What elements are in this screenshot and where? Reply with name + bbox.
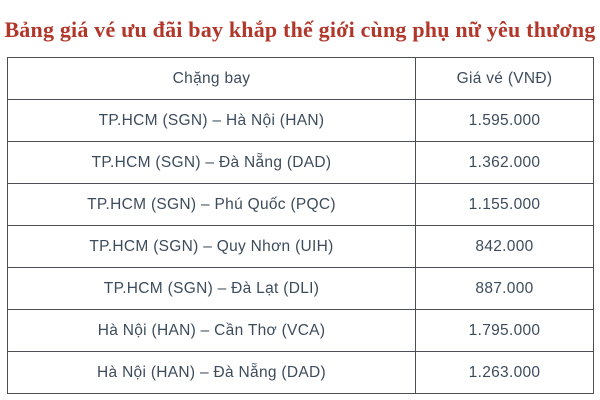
table-row: Hà Nội (HAN) – Đà Nẵng (DAD) 1.263.000 [7,351,594,394]
route-cell: TP.HCM (SGN) – Phú Quốc (PQC) [7,183,416,226]
price-cell: 1.595.000 [415,99,594,142]
price-cell: 1.362.000 [415,141,594,184]
column-header-price: Giá vé (VNĐ) [415,57,594,100]
price-cell: 842.000 [415,225,594,268]
table-row: TP.HCM (SGN) – Đà Lạt (DLI) 887.000 [7,267,594,310]
price-cell: 887.000 [415,267,594,310]
price-table: Chặng bay Giá vé (VNĐ) TP.HCM (SGN) – Hà… [7,57,594,394]
route-cell: TP.HCM (SGN) – Hà Nội (HAN) [7,99,416,142]
route-cell: Hà Nội (HAN) – Đà Nẵng (DAD) [7,351,416,394]
table-row: TP.HCM (SGN) – Hà Nội (HAN) 1.595.000 [7,99,594,142]
page-title: Bảng giá vé ưu đãi bay khắp thế giới cùn… [4,17,596,42]
table-row: TP.HCM (SGN) – Quy Nhơn (UIH) 842.000 [7,225,594,268]
price-cell: 1.263.000 [415,351,594,394]
table-header-row: Chặng bay Giá vé (VNĐ) [7,57,594,100]
price-cell: 1.795.000 [415,309,594,352]
route-cell: TP.HCM (SGN) – Quy Nhơn (UIH) [7,225,416,268]
table-row: TP.HCM (SGN) – Phú Quốc (PQC) 1.155.000 [7,183,594,226]
table-row: TP.HCM (SGN) – Đà Nẵng (DAD) 1.362.000 [7,141,594,184]
price-cell: 1.155.000 [415,183,594,226]
route-cell: Hà Nội (HAN) – Cần Thơ (VCA) [7,309,416,352]
route-cell: TP.HCM (SGN) – Đà Lạt (DLI) [7,267,416,310]
column-header-route: Chặng bay [7,57,416,100]
table-row: Hà Nội (HAN) – Cần Thơ (VCA) 1.795.000 [7,309,594,352]
route-cell: TP.HCM (SGN) – Đà Nẵng (DAD) [7,141,416,184]
